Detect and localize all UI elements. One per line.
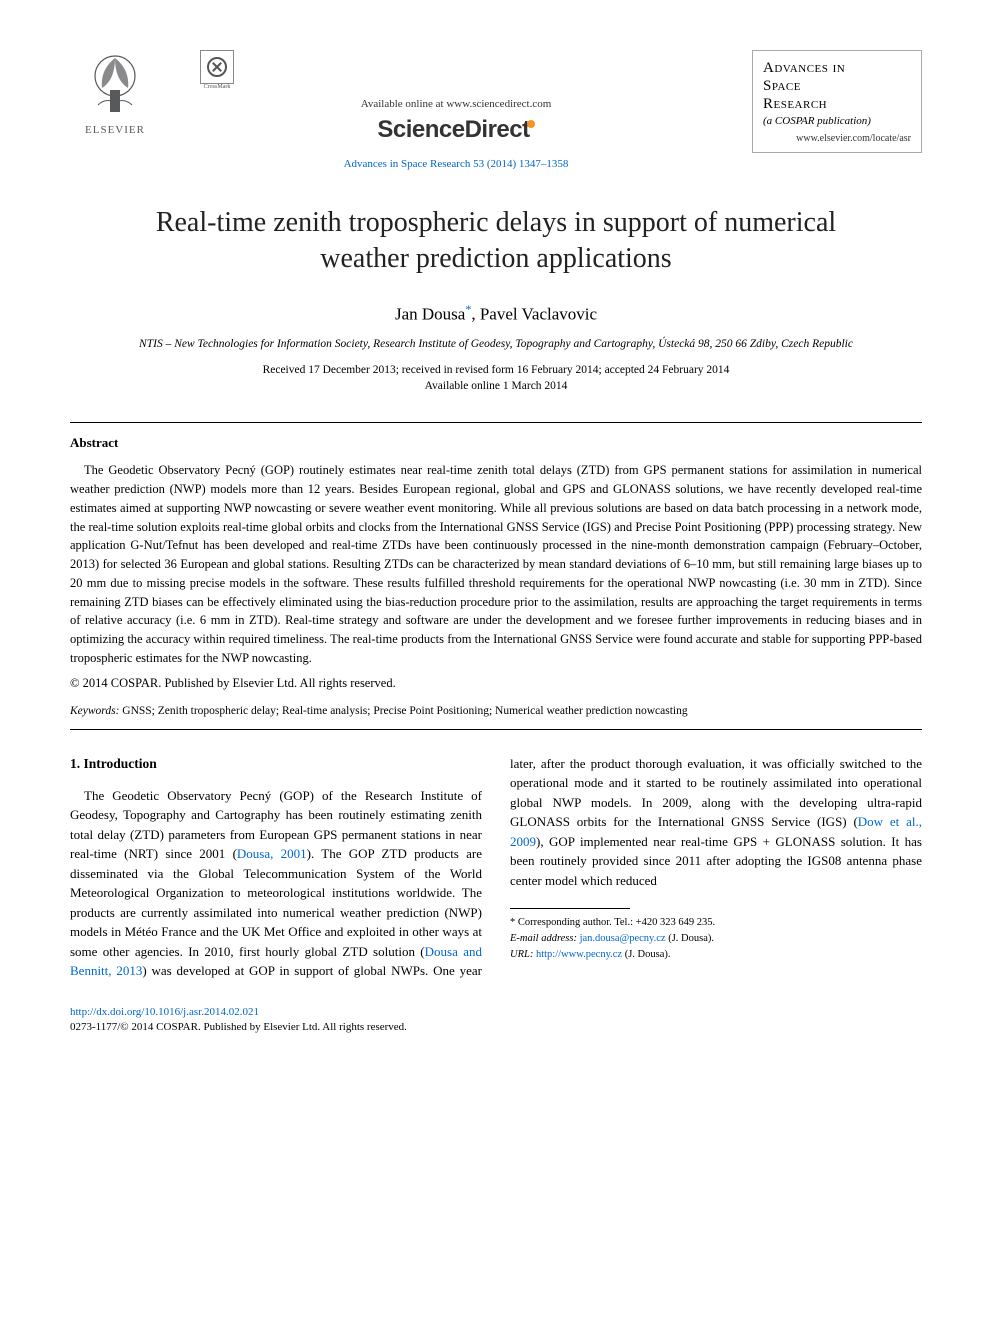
article-dates-line2: Available online 1 March 2014 [70, 380, 922, 392]
body-columns: 1. Introduction The Geodetic Observatory… [70, 754, 922, 981]
journal-reference-link[interactable]: Advances in Space Research 53 (2014) 134… [170, 158, 742, 170]
journal-subtitle: (a COSPAR publication) [763, 115, 911, 127]
crossmark-icon [200, 50, 234, 84]
footnote-url-row: URL: http://www.pecny.cz (J. Dousa). [510, 947, 922, 963]
footnote-url-label: URL: [510, 949, 533, 960]
journal-name-line2: Space [763, 77, 911, 95]
keywords-label: Keywords: [70, 705, 119, 717]
journal-cover-box: Advances in Space Research (a COSPAR pub… [752, 50, 922, 153]
paper-title: Real-time zenith tropospheric delays in … [110, 205, 882, 278]
divider-bottom [70, 729, 922, 730]
keywords-list: GNSS; Zenith tropospheric delay; Real-ti… [122, 705, 687, 717]
journal-homepage-url[interactable]: www.elsevier.com/locate/asr [763, 133, 911, 144]
elsevier-tree-icon [80, 50, 150, 120]
sciencedirect-logo[interactable]: ScienceDirect [170, 116, 742, 144]
publisher-logo-block: ELSEVIER [70, 50, 160, 136]
footnote-block: * Corresponding author. Tel.: +420 323 6… [510, 908, 922, 962]
author-list: Jan Dousa*, Pavel Vaclavovic [70, 302, 922, 325]
footnote-email-label: E-mail address: [510, 933, 577, 944]
affiliation-text: NTIS – New Technologies for Information … [70, 338, 922, 350]
header-center: CrossMark Available online at www.scienc… [160, 50, 752, 170]
footnote-email-row: E-mail address: jan.dousa@pecny.cz (J. D… [510, 931, 922, 947]
doi-link[interactable]: http://dx.doi.org/10.1016/j.asr.2014.02.… [70, 1006, 259, 1018]
citation-link-dousa-2001[interactable]: Dousa, 2001 [237, 846, 307, 861]
keywords-row: Keywords: GNSS; Zenith tropospheric dela… [70, 705, 922, 717]
available-online-text: Available online at www.sciencedirect.co… [170, 98, 742, 110]
sciencedirect-dot-icon [527, 120, 535, 128]
corresponding-mark-icon: * [465, 302, 471, 316]
author-1[interactable]: Jan Dousa [395, 304, 465, 323]
footnote-email-suffix: (J. Dousa). [668, 933, 714, 944]
journal-name-line1: Advances in [763, 59, 911, 77]
abstract-copyright: © 2014 COSPAR. Published by Elsevier Ltd… [70, 676, 922, 691]
footnote-email-link[interactable]: jan.dousa@pecny.cz [580, 933, 666, 944]
issn-copyright-line: 0273-1177/© 2014 COSPAR. Published by El… [70, 1020, 922, 1035]
header-band: ELSEVIER CrossMark Available online at w… [70, 50, 922, 170]
article-dates-line1: Received 17 December 2013; received in r… [70, 364, 922, 376]
page-footer: http://dx.doi.org/10.1016/j.asr.2014.02.… [70, 1005, 922, 1036]
crossmark-label: CrossMark [204, 84, 231, 90]
abstract-body: The Geodetic Observatory Pecný (GOP) rou… [70, 461, 922, 667]
author-2[interactable]: Pavel Vaclavovic [480, 304, 597, 323]
footnote-url-link[interactable]: http://www.pecny.cz [536, 949, 622, 960]
journal-name-line3: Research [763, 95, 911, 113]
section-1-heading: 1. Introduction [70, 754, 482, 774]
abstract-heading: Abstract [70, 435, 922, 451]
footnote-url-suffix: (J. Dousa). [625, 949, 671, 960]
elsevier-label: ELSEVIER [85, 124, 145, 136]
divider-top [70, 422, 922, 423]
crossmark-block[interactable]: CrossMark [170, 50, 742, 90]
footnote-corresponding: * Corresponding author. Tel.: +420 323 6… [510, 915, 922, 931]
footnote-separator [510, 908, 630, 909]
